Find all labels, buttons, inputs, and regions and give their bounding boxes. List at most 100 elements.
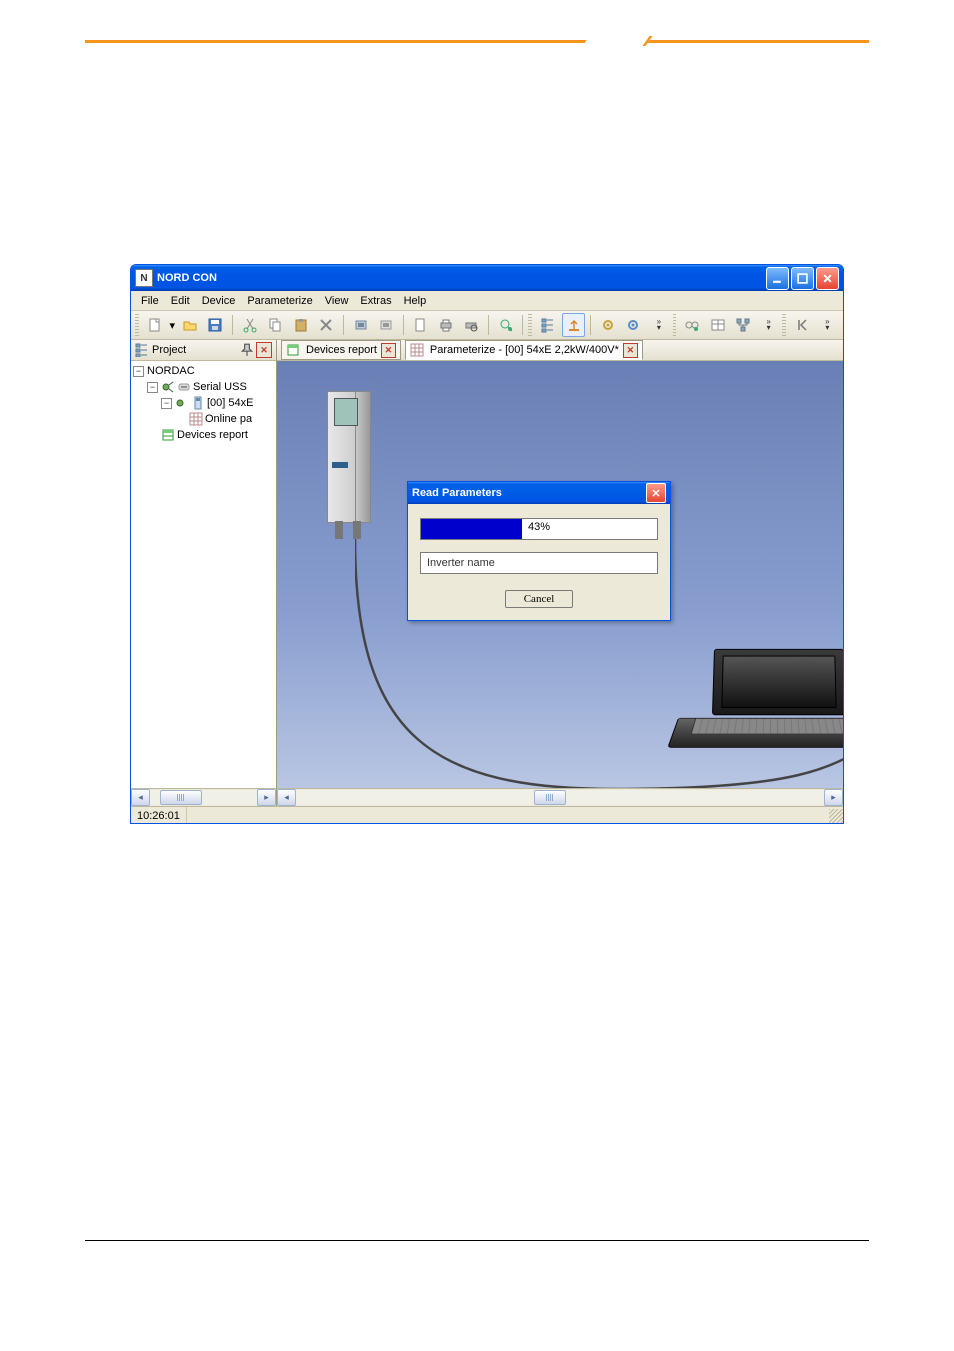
titlebar[interactable]: N NORD CON bbox=[131, 265, 843, 291]
table-icon[interactable] bbox=[706, 313, 729, 337]
statusbar: 10:26:01 bbox=[131, 806, 843, 824]
tab-parameterize[interactable]: Parameterize - [00] 54xE 2,2kW/400V* ✕ bbox=[405, 340, 643, 360]
report-icon bbox=[161, 428, 175, 442]
sidebar-scrollbar[interactable]: ◂ ▸ bbox=[131, 788, 276, 806]
menu-parameterize[interactable]: Parameterize bbox=[241, 293, 318, 309]
device-disconnect-icon[interactable] bbox=[374, 313, 397, 337]
tree-node-online[interactable]: Online pa bbox=[133, 411, 276, 427]
toolbar-overflow-icon[interactable]: »▾ bbox=[816, 313, 839, 337]
plug-icon bbox=[175, 396, 189, 410]
tree-node-report[interactable]: Devices report bbox=[133, 427, 276, 443]
grid-icon bbox=[410, 343, 424, 357]
plug-icon bbox=[161, 380, 175, 394]
menu-edit[interactable]: Edit bbox=[165, 293, 196, 309]
statusbar-time: 10:26:01 bbox=[131, 807, 187, 824]
search-icon[interactable] bbox=[494, 313, 517, 337]
scroll-right-icon[interactable]: ▸ bbox=[257, 789, 276, 806]
project-icon bbox=[135, 343, 149, 357]
save-icon[interactable] bbox=[204, 313, 227, 337]
dialog-close-icon[interactable]: ✕ bbox=[646, 483, 666, 503]
tree-node-serial[interactable]: − Serial USS bbox=[133, 379, 276, 395]
gear-icon[interactable] bbox=[596, 313, 619, 337]
dialog-titlebar[interactable]: Read Parameters ✕ bbox=[408, 482, 670, 504]
cut-icon[interactable] bbox=[238, 313, 261, 337]
link-icon[interactable] bbox=[680, 313, 703, 337]
new-dropdown-icon[interactable]: ▾ bbox=[168, 319, 176, 332]
inverter-graphic bbox=[327, 391, 387, 551]
tree-label: NORDAC bbox=[147, 365, 195, 377]
progress-label: 43% bbox=[420, 521, 658, 533]
report-icon bbox=[286, 343, 300, 357]
tree-view-icon[interactable] bbox=[536, 313, 559, 337]
main-area: Devices report ✕ Parameterize - [00] 54x… bbox=[277, 340, 843, 806]
tab-close-icon[interactable]: ✕ bbox=[381, 343, 396, 358]
maximize-button[interactable] bbox=[791, 267, 814, 290]
tree-node-root[interactable]: − NORDAC bbox=[133, 363, 276, 379]
tree-collapse-icon[interactable]: − bbox=[133, 366, 144, 377]
tab-label: Devices report bbox=[306, 344, 377, 356]
inverter-icon bbox=[191, 396, 205, 410]
toolbar-grip[interactable] bbox=[782, 314, 786, 336]
dialog-title: Read Parameters bbox=[412, 487, 502, 499]
gear2-icon[interactable] bbox=[622, 313, 645, 337]
close-button[interactable] bbox=[816, 267, 839, 290]
project-sidebar: Project ✕ − NORDAC − Serial USS − bbox=[131, 340, 277, 806]
toolbar-grip[interactable] bbox=[135, 314, 139, 336]
tree-collapse-icon[interactable]: − bbox=[161, 398, 172, 409]
menu-help[interactable]: Help bbox=[398, 293, 433, 309]
scroll-thumb[interactable] bbox=[534, 790, 566, 805]
main-scrollbar[interactable]: ◂ ▸ bbox=[277, 788, 843, 806]
toolbar-overflow-icon[interactable]: »▾ bbox=[757, 313, 780, 337]
tree-label: [00] 54xE bbox=[207, 397, 253, 409]
scroll-right-icon[interactable]: ▸ bbox=[824, 789, 843, 806]
tree-label: Devices report bbox=[177, 429, 248, 441]
tab-close-icon[interactable]: ✕ bbox=[623, 343, 638, 358]
print-preview-icon[interactable] bbox=[460, 313, 483, 337]
window-title: NORD CON bbox=[157, 272, 764, 284]
cancel-button[interactable]: Cancel bbox=[505, 590, 574, 608]
scroll-left-icon[interactable]: ◂ bbox=[277, 789, 296, 806]
sidebar-pin-icon[interactable] bbox=[240, 343, 254, 357]
serial-icon bbox=[177, 380, 191, 394]
sidebar-title: Project bbox=[152, 344, 186, 356]
print-icon[interactable] bbox=[434, 313, 457, 337]
toolbar-overflow-icon[interactable]: »▾ bbox=[647, 313, 670, 337]
new-file-icon[interactable] bbox=[143, 313, 166, 337]
toolbar-grip[interactable] bbox=[528, 314, 532, 336]
dialog-status: Inverter name bbox=[420, 552, 658, 574]
menu-file[interactable]: File bbox=[135, 293, 165, 309]
tabstrip: Devices report ✕ Parameterize - [00] 54x… bbox=[277, 340, 843, 361]
menu-device[interactable]: Device bbox=[196, 293, 242, 309]
menu-extras[interactable]: Extras bbox=[354, 293, 397, 309]
app-window: N NORD CON File Edit Device Parameterize… bbox=[130, 264, 844, 824]
grid-icon bbox=[189, 412, 203, 426]
resize-grip-icon[interactable] bbox=[829, 809, 843, 823]
open-folder-icon[interactable] bbox=[178, 313, 201, 337]
sidebar-close-icon[interactable]: ✕ bbox=[256, 342, 272, 358]
page-footer-rule bbox=[85, 1240, 869, 1241]
device-connect-icon[interactable] bbox=[349, 313, 372, 337]
toolbar-grip[interactable] bbox=[673, 314, 677, 336]
scroll-thumb[interactable] bbox=[160, 790, 202, 805]
page-header-rule bbox=[85, 38, 869, 44]
tree-collapse-icon[interactable]: − bbox=[147, 382, 158, 393]
scroll-track[interactable] bbox=[150, 790, 257, 805]
workspace-canvas: Read Parameters ✕ 43% Inverter name bbox=[277, 361, 843, 788]
app-icon: N bbox=[135, 269, 153, 287]
sidebar-header: Project ✕ bbox=[131, 340, 276, 361]
tree-node-device[interactable]: − [00] 54xE bbox=[133, 395, 276, 411]
nodes-icon[interactable] bbox=[731, 313, 754, 337]
minimize-button[interactable] bbox=[766, 267, 789, 290]
scroll-track[interactable] bbox=[296, 790, 824, 805]
copy-icon[interactable] bbox=[263, 313, 286, 337]
tree-label: Serial USS bbox=[193, 381, 247, 393]
paste-icon[interactable] bbox=[289, 313, 312, 337]
tab-devices-report[interactable]: Devices report ✕ bbox=[281, 340, 401, 360]
project-tree[interactable]: − NORDAC − Serial USS − [00] 54xE bbox=[131, 361, 276, 788]
page-setup-icon[interactable] bbox=[409, 313, 432, 337]
goto-first-icon[interactable] bbox=[790, 313, 813, 337]
menu-view[interactable]: View bbox=[319, 293, 355, 309]
delete-icon[interactable] bbox=[314, 313, 337, 337]
scroll-left-icon[interactable]: ◂ bbox=[131, 789, 150, 806]
upload-icon[interactable] bbox=[562, 313, 585, 337]
